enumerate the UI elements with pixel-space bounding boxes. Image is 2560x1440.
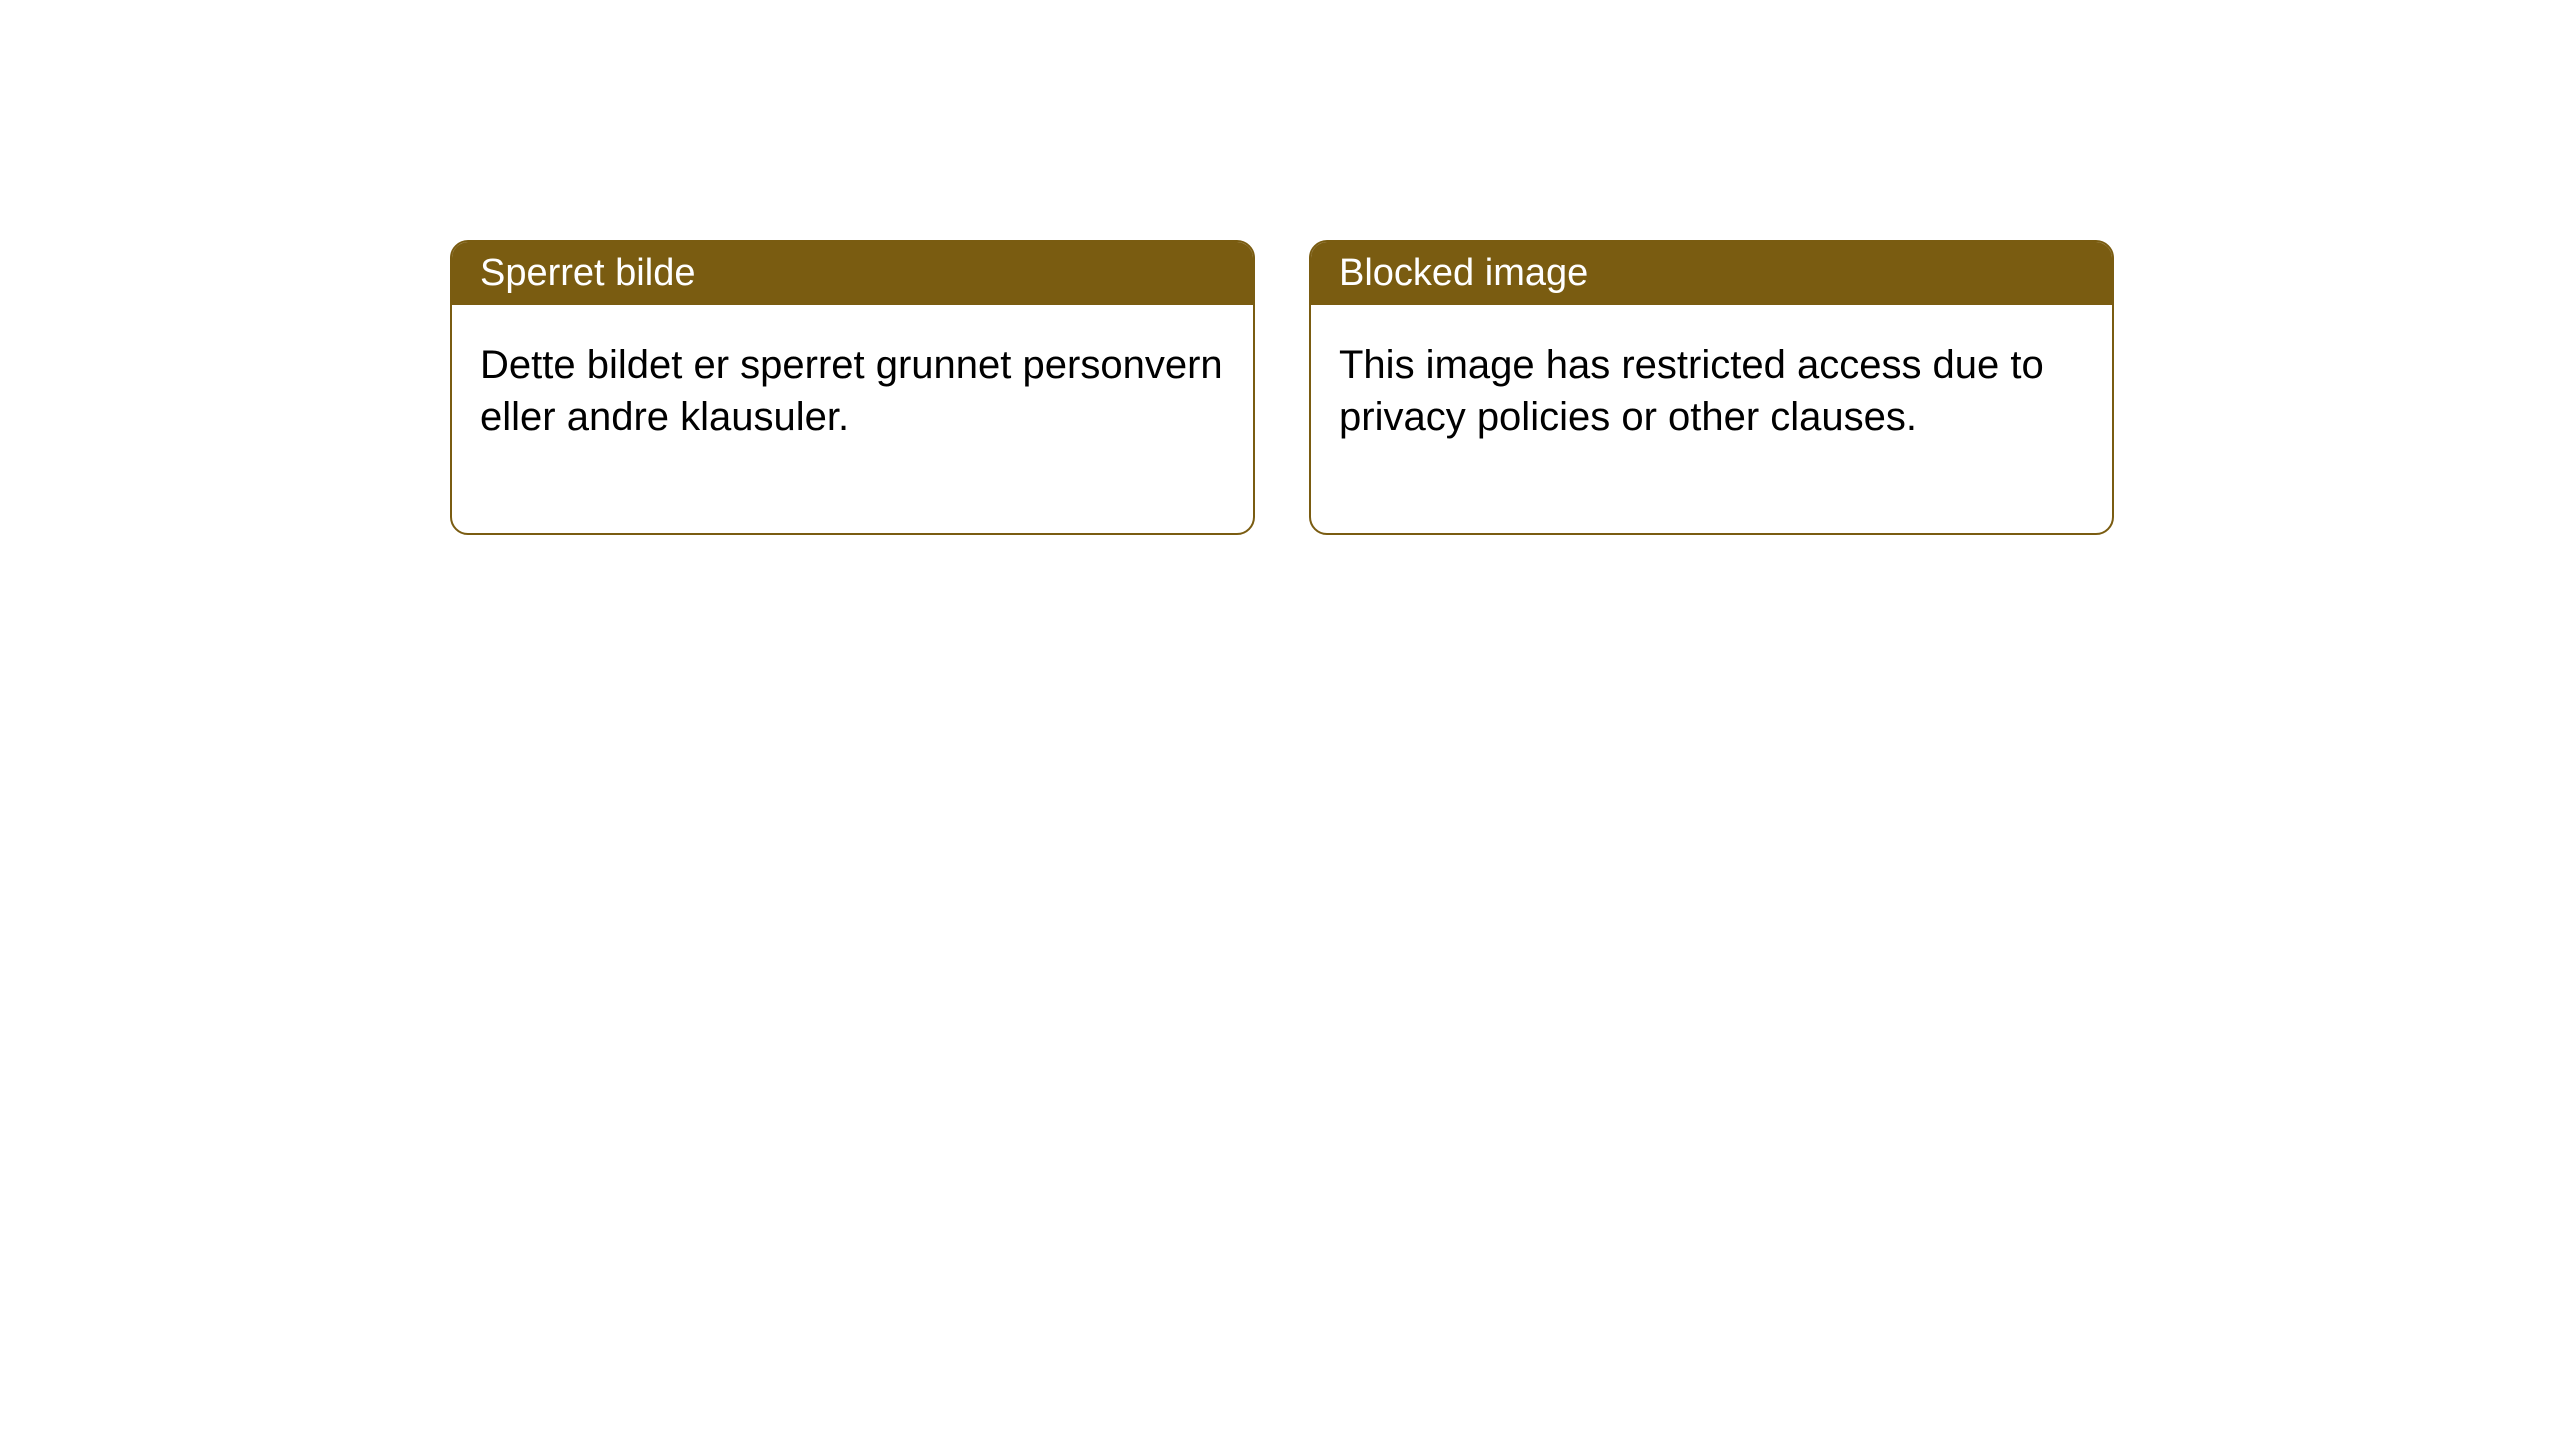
card-header: Sperret bilde [452,242,1253,305]
card-body: Dette bildet er sperret grunnet personve… [452,305,1253,533]
card-header: Blocked image [1311,242,2112,305]
notice-card-norwegian: Sperret bilde Dette bildet er sperret gr… [450,240,1255,535]
card-body-text: Dette bildet er sperret grunnet personve… [480,343,1223,439]
notice-container: Sperret bilde Dette bildet er sperret gr… [450,240,2114,535]
notice-card-english: Blocked image This image has restricted … [1309,240,2114,535]
card-body-text: This image has restricted access due to … [1339,343,2044,439]
card-title: Blocked image [1339,252,1588,294]
card-body: This image has restricted access due to … [1311,305,2112,533]
card-title: Sperret bilde [480,252,695,294]
